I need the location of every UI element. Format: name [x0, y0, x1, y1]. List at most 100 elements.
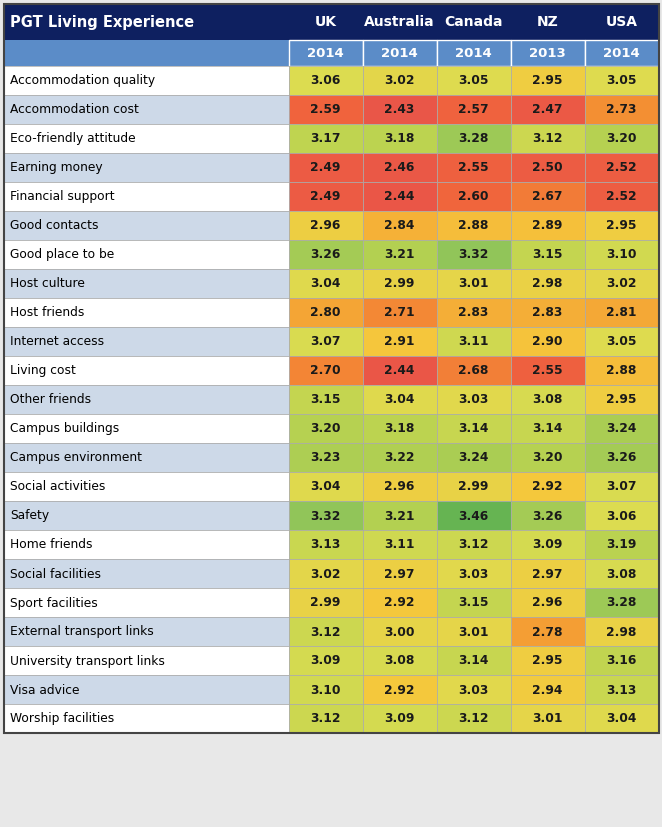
FancyBboxPatch shape: [585, 299, 659, 327]
FancyBboxPatch shape: [510, 240, 585, 269]
Text: 3.20: 3.20: [606, 132, 637, 146]
FancyBboxPatch shape: [363, 472, 436, 501]
Text: Host friends: Host friends: [11, 306, 85, 319]
Text: 3.19: 3.19: [606, 538, 637, 551]
FancyBboxPatch shape: [289, 269, 363, 299]
FancyBboxPatch shape: [436, 385, 510, 414]
Text: 3.26: 3.26: [310, 248, 341, 261]
FancyBboxPatch shape: [585, 66, 659, 95]
FancyBboxPatch shape: [510, 41, 585, 66]
FancyBboxPatch shape: [3, 675, 289, 704]
FancyBboxPatch shape: [289, 356, 363, 385]
Text: 2.44: 2.44: [385, 190, 414, 203]
Text: PGT Living Experience: PGT Living Experience: [11, 15, 195, 30]
FancyBboxPatch shape: [3, 95, 289, 124]
Text: 3.12: 3.12: [310, 624, 341, 638]
FancyBboxPatch shape: [436, 443, 510, 472]
FancyBboxPatch shape: [436, 501, 510, 530]
FancyBboxPatch shape: [3, 501, 289, 530]
Text: 3.14: 3.14: [458, 422, 489, 435]
FancyBboxPatch shape: [363, 588, 436, 617]
FancyBboxPatch shape: [436, 327, 510, 356]
Text: 2.92: 2.92: [384, 595, 415, 609]
FancyBboxPatch shape: [3, 211, 289, 240]
FancyBboxPatch shape: [436, 299, 510, 327]
Text: 3.21: 3.21: [384, 248, 415, 261]
Text: 3.02: 3.02: [384, 74, 415, 88]
Text: 2.84: 2.84: [385, 219, 414, 232]
FancyBboxPatch shape: [510, 95, 585, 124]
Text: Sport facilities: Sport facilities: [11, 595, 98, 609]
FancyBboxPatch shape: [363, 211, 436, 240]
Text: NZ: NZ: [537, 16, 558, 30]
Text: 2.83: 2.83: [532, 306, 563, 319]
FancyBboxPatch shape: [510, 327, 585, 356]
Text: Living cost: Living cost: [11, 364, 76, 377]
FancyBboxPatch shape: [510, 559, 585, 588]
FancyBboxPatch shape: [585, 646, 659, 675]
FancyBboxPatch shape: [363, 182, 436, 211]
Text: 3.04: 3.04: [385, 393, 414, 406]
FancyBboxPatch shape: [3, 414, 289, 443]
FancyBboxPatch shape: [585, 530, 659, 559]
FancyBboxPatch shape: [585, 559, 659, 588]
Text: University transport links: University transport links: [11, 653, 166, 667]
FancyBboxPatch shape: [363, 617, 436, 646]
Text: Social facilities: Social facilities: [11, 566, 101, 580]
FancyBboxPatch shape: [585, 95, 659, 124]
Text: 3.02: 3.02: [606, 277, 637, 290]
Text: 3.20: 3.20: [310, 422, 341, 435]
FancyBboxPatch shape: [510, 211, 585, 240]
FancyBboxPatch shape: [289, 530, 363, 559]
FancyBboxPatch shape: [585, 240, 659, 269]
FancyBboxPatch shape: [289, 95, 363, 124]
Text: 2.78: 2.78: [532, 624, 563, 638]
FancyBboxPatch shape: [510, 588, 585, 617]
Text: 3.18: 3.18: [385, 132, 414, 146]
Text: Safety: Safety: [11, 509, 50, 522]
FancyBboxPatch shape: [585, 617, 659, 646]
FancyBboxPatch shape: [436, 588, 510, 617]
FancyBboxPatch shape: [436, 472, 510, 501]
FancyBboxPatch shape: [363, 559, 436, 588]
Text: 3.09: 3.09: [385, 712, 414, 724]
Text: 2014: 2014: [455, 47, 492, 60]
Text: 3.09: 3.09: [310, 653, 341, 667]
FancyBboxPatch shape: [436, 124, 510, 153]
Text: 2.52: 2.52: [606, 161, 637, 174]
FancyBboxPatch shape: [3, 182, 289, 211]
FancyBboxPatch shape: [289, 414, 363, 443]
Text: 2.97: 2.97: [532, 566, 563, 580]
FancyBboxPatch shape: [510, 66, 585, 95]
Text: 3.32: 3.32: [310, 509, 341, 522]
FancyBboxPatch shape: [3, 385, 289, 414]
FancyBboxPatch shape: [363, 443, 436, 472]
FancyBboxPatch shape: [289, 41, 363, 66]
Text: 3.06: 3.06: [310, 74, 341, 88]
Text: Social activities: Social activities: [11, 480, 106, 493]
FancyBboxPatch shape: [585, 41, 659, 66]
FancyBboxPatch shape: [363, 240, 436, 269]
Text: 3.08: 3.08: [385, 653, 414, 667]
FancyBboxPatch shape: [436, 675, 510, 704]
FancyBboxPatch shape: [363, 327, 436, 356]
FancyBboxPatch shape: [436, 41, 510, 66]
FancyBboxPatch shape: [289, 559, 363, 588]
Text: 3.04: 3.04: [310, 480, 341, 493]
Text: 2.55: 2.55: [532, 364, 563, 377]
Text: 2.49: 2.49: [310, 190, 341, 203]
Text: 2.59: 2.59: [310, 103, 341, 117]
Text: 2.96: 2.96: [310, 219, 341, 232]
FancyBboxPatch shape: [3, 472, 289, 501]
Text: 2.68: 2.68: [458, 364, 489, 377]
Text: 2.46: 2.46: [385, 161, 414, 174]
Text: Worship facilities: Worship facilities: [11, 712, 115, 724]
Text: 2.95: 2.95: [532, 74, 563, 88]
Text: 3.15: 3.15: [310, 393, 341, 406]
Text: 3.28: 3.28: [606, 595, 637, 609]
FancyBboxPatch shape: [585, 153, 659, 182]
Text: Accommodation cost: Accommodation cost: [11, 103, 140, 117]
FancyBboxPatch shape: [585, 472, 659, 501]
FancyBboxPatch shape: [289, 675, 363, 704]
Text: 3.02: 3.02: [310, 566, 341, 580]
